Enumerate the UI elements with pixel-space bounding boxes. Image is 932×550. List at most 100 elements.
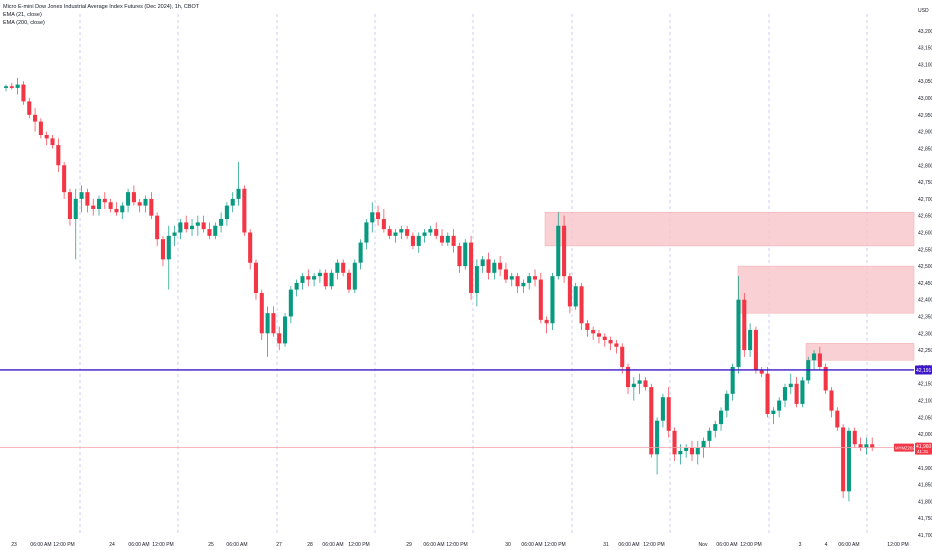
candles	[3, 77, 875, 502]
candle-body-109	[637, 380, 642, 384]
candle-body-8	[50, 138, 55, 146]
candle-body-131	[765, 373, 770, 414]
x-tick-label-11: 12:00 PM	[348, 542, 369, 548]
y-tick-label-28: 41,800	[918, 499, 932, 505]
y-tick-label-6: 42,900	[918, 130, 932, 136]
candle-body-139	[812, 353, 817, 361]
candle-body-75	[439, 235, 445, 243]
candle-body-30	[178, 222, 183, 233]
candle-body-12	[73, 198, 78, 220]
candle-body-65	[381, 219, 386, 230]
candle-body-10	[62, 165, 67, 193]
candle-body-110	[643, 380, 648, 388]
candle-body-40	[236, 188, 241, 199]
y-tick-label-24: 42,000	[918, 432, 932, 438]
candle-body-92	[538, 279, 543, 320]
y-tick-label-30: 41,700	[918, 533, 932, 539]
x-tick-label-8: 27	[276, 542, 282, 548]
candle-body-48	[283, 316, 288, 344]
candle-body-127	[742, 299, 747, 351]
x-tick-label-6: 25	[208, 542, 214, 548]
x-tick-label-18: 31	[603, 542, 609, 548]
candle-body-52	[306, 276, 311, 280]
candle-body-37	[219, 219, 224, 226]
candle-body-6	[38, 121, 43, 136]
candle-body-63	[370, 212, 375, 223]
candle-body-60	[352, 262, 357, 290]
price-axis: USD 43,200 43,150 43,100 43,050 43,000 42,950…	[894, 8, 932, 539]
candle-body-15	[91, 205, 96, 209]
x-tick-label-17: 12:00 PM	[544, 542, 565, 548]
candle-body-76	[445, 235, 450, 243]
y-tick-label-4: 43,000	[918, 96, 932, 102]
x-tick-label-5: 12:00 PM	[152, 542, 173, 548]
y-tick-label-5: 42,950	[918, 113, 932, 119]
y-tick-label-22: 42,100	[918, 399, 932, 405]
candle-body-134	[782, 387, 788, 401]
candle-body-125	[730, 366, 735, 394]
candle-body-111	[649, 387, 654, 455]
x-tick-label-1: 06:00 AM	[30, 542, 51, 548]
x-tick-label-4: 06:00 AM	[128, 542, 149, 548]
candle-body-146	[852, 430, 857, 445]
candle-body-55	[323, 272, 328, 287]
candle-body-81	[474, 266, 479, 293]
candle-body-0	[3, 86, 9, 88]
symbol-label: MYMZ2024	[895, 446, 918, 451]
candle-body-147	[858, 444, 863, 448]
candle-body-74	[434, 229, 439, 236]
candle-body-120	[701, 440, 706, 448]
y-tick-label-11: 42,650	[918, 214, 932, 220]
candle-body-90	[527, 276, 532, 283]
candle-body-99	[579, 286, 584, 324]
y-tick-label-14: 42,500	[918, 264, 932, 270]
candle-body-79	[463, 242, 468, 267]
x-tick-label-22: 06:00 AM	[716, 542, 737, 548]
zones	[544, 212, 915, 361]
y-tick-label-10: 42,700	[918, 197, 932, 203]
candle-body-71	[416, 235, 421, 246]
candle-body-20	[120, 205, 125, 213]
candle-body-69	[405, 229, 410, 236]
candle-body-53	[312, 276, 317, 280]
candle-body-21	[126, 192, 131, 206]
y-tick-label-0: 43,200	[918, 29, 932, 35]
candle-body-83	[486, 259, 491, 273]
currency-label: USD	[918, 8, 929, 14]
candle-body-14	[85, 192, 90, 206]
candle-body-89	[521, 282, 526, 287]
candle-body-96	[562, 225, 567, 277]
candle-body-122	[713, 424, 718, 431]
candle-body-142	[829, 390, 834, 411]
x-tick-label-0: 23	[11, 542, 17, 548]
countdown-label: 41:31	[917, 449, 929, 454]
y-tick-label-3: 43,050	[918, 79, 932, 85]
candle-body-148	[864, 444, 869, 448]
candle-body-98	[573, 286, 578, 307]
candle-body-35	[207, 229, 212, 236]
candle-body-87	[509, 276, 514, 280]
candle-body-43	[253, 262, 259, 293]
candle-body-64	[376, 212, 381, 220]
candle-body-113	[660, 397, 665, 421]
candle-body-128	[748, 329, 753, 351]
candle-body-103	[602, 336, 607, 341]
x-tick-label-25: 4	[825, 542, 828, 548]
candle-body-2	[15, 84, 20, 88]
candle-body-49	[288, 289, 293, 317]
candle-body-29	[172, 232, 177, 236]
candle-body-61	[358, 242, 363, 263]
y-tick-label-9: 42,750	[918, 180, 932, 186]
candle-body-45	[265, 313, 270, 334]
y-tick-label-26: 41,900	[918, 466, 932, 472]
candle-body-34	[201, 222, 206, 230]
candle-body-67	[393, 232, 398, 236]
candle-body-72	[422, 232, 427, 236]
candle-body-23	[137, 202, 142, 206]
candle-body-78	[457, 245, 462, 267]
candle-body-129	[753, 329, 758, 371]
candle-body-84	[492, 262, 497, 273]
candle-body-105	[614, 343, 619, 347]
current-price-label: 41,960	[916, 444, 932, 450]
